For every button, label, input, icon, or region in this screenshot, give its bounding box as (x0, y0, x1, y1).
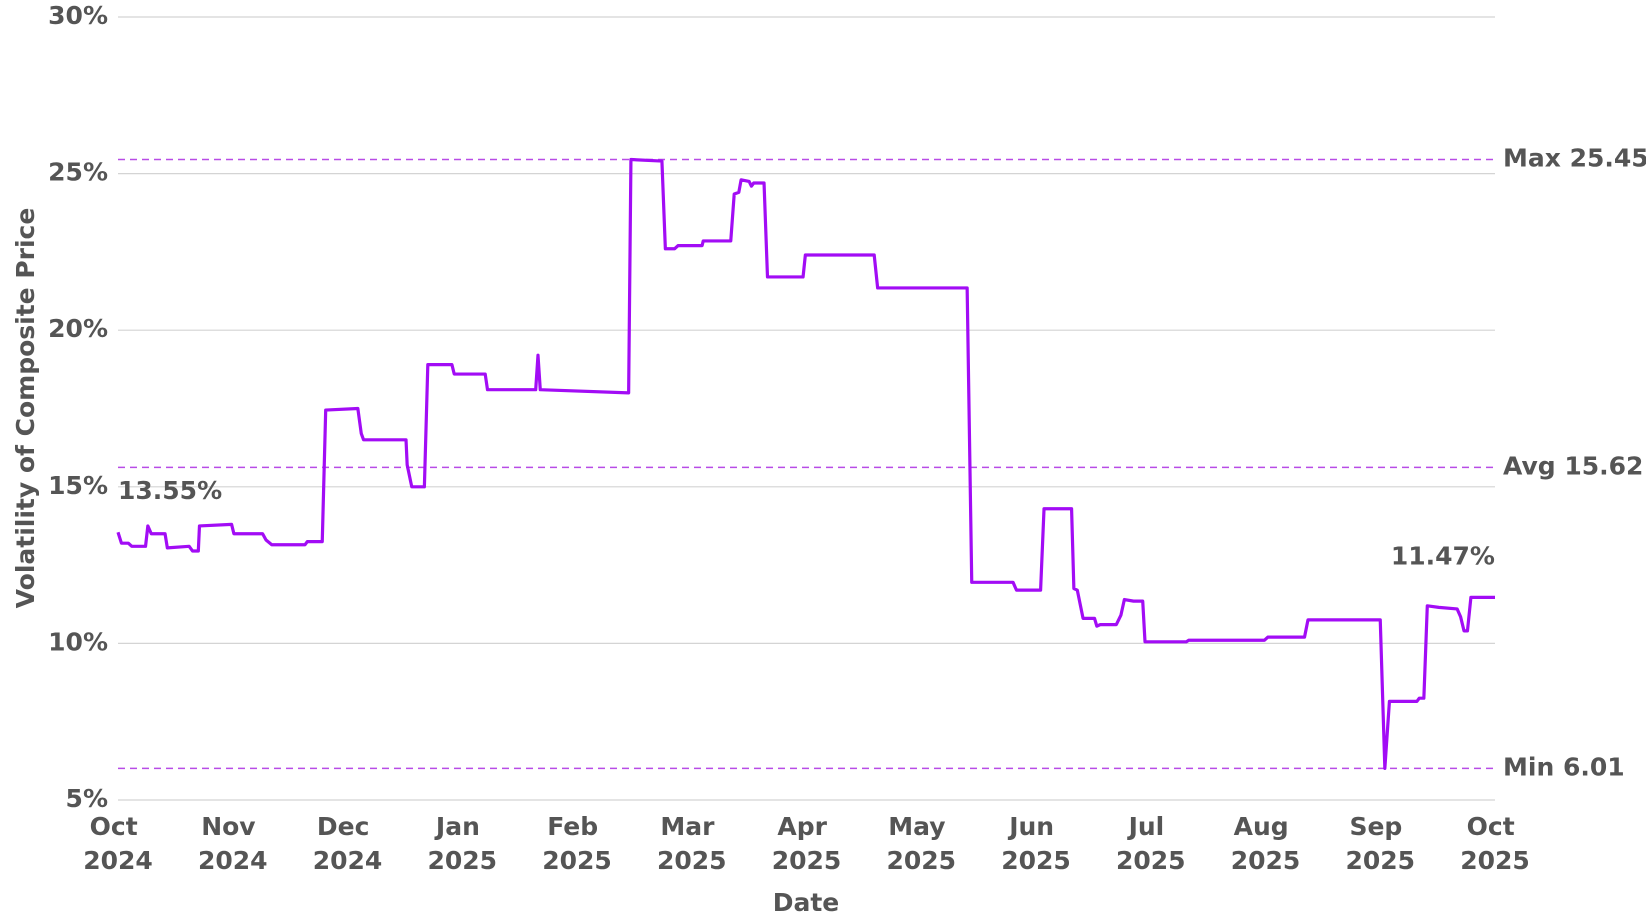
x-tick-label-line: 2024 (313, 846, 383, 875)
x-tick-label-line: 2024 (198, 846, 268, 875)
y-tick-label: 15% (48, 471, 108, 500)
reference-label: Max 25.45 (1503, 144, 1646, 173)
x-tick-label-line: 2025 (1116, 846, 1186, 875)
x-tick-label-line: Mar (660, 812, 723, 841)
x-tick-label-line: 2024 (83, 846, 153, 875)
x-tick-label-line: Oct (1467, 812, 1524, 841)
x-tick-label-line: 2025 (427, 846, 497, 875)
x-tick-label-line: 2025 (772, 846, 842, 875)
y-tick-label: 5% (66, 784, 108, 813)
x-tick-label: Feb 2025 (542, 812, 612, 875)
data-line (116, 157, 1495, 770)
x-axis-title: Date (773, 888, 840, 917)
y-tick-label: 25% (48, 158, 108, 187)
x-tick-label: Oct 2025 (1460, 812, 1530, 875)
x-tick-label: May 2025 (886, 812, 956, 875)
x-tick-label-line: 2025 (886, 846, 956, 875)
x-tick-label: Jan 2025 (427, 812, 497, 875)
x-tick-label: Nov 2024 (198, 812, 268, 875)
x-tick-label-line: May (888, 812, 954, 841)
x-tick-label-line: Nov (201, 812, 264, 841)
x-tick-label-line: Jan (434, 812, 489, 841)
reference-label: Avg 15.62 (1503, 451, 1643, 480)
annotation: 11.47% (1391, 541, 1495, 570)
x-tick-label-line: 2025 (1001, 846, 1071, 875)
x-tick-label-line: 2025 (1460, 846, 1530, 875)
x-tick-label-line: 2025 (657, 846, 727, 875)
y-tick-label: 10% (48, 627, 108, 656)
x-tick-label-line: 2025 (542, 846, 612, 875)
x-tick-label: Sep 2025 (1345, 812, 1415, 875)
x-tick-label: Apr 2025 (772, 812, 842, 875)
x-tick-label-line: Sep (1349, 812, 1411, 841)
x-tick-label: Dec 2024 (313, 812, 383, 875)
x-tick-label-line: 2025 (1345, 846, 1415, 875)
x-tick-label: Oct 2024 (83, 812, 153, 875)
x-tick-label-line: Jul (1127, 812, 1173, 841)
x-tick-label-line: Jun (1007, 812, 1063, 841)
annotation: 13.55% (118, 476, 222, 505)
y-tick-label: 30% (48, 1, 108, 30)
x-tick-label-line: 2025 (1231, 846, 1301, 875)
x-tick-label-line: Dec (317, 812, 378, 841)
x-tick-label: Jul 2025 (1116, 812, 1186, 875)
y-tick-label: 20% (48, 314, 108, 343)
x-tick-label-line: Oct (90, 812, 147, 841)
x-tick-label-line: Apr (777, 812, 835, 841)
x-tick-label-line: Feb (547, 812, 607, 841)
x-tick-label-line: Aug (1234, 812, 1298, 841)
x-tick-label: Mar 2025 (657, 812, 727, 875)
reference-label: Min 6.01 (1503, 752, 1625, 781)
y-axis-title: Volatility of Composite Price (11, 208, 40, 609)
x-tick-label: Aug 2025 (1231, 812, 1301, 875)
x-tick-label: Jun 2025 (1001, 812, 1071, 875)
